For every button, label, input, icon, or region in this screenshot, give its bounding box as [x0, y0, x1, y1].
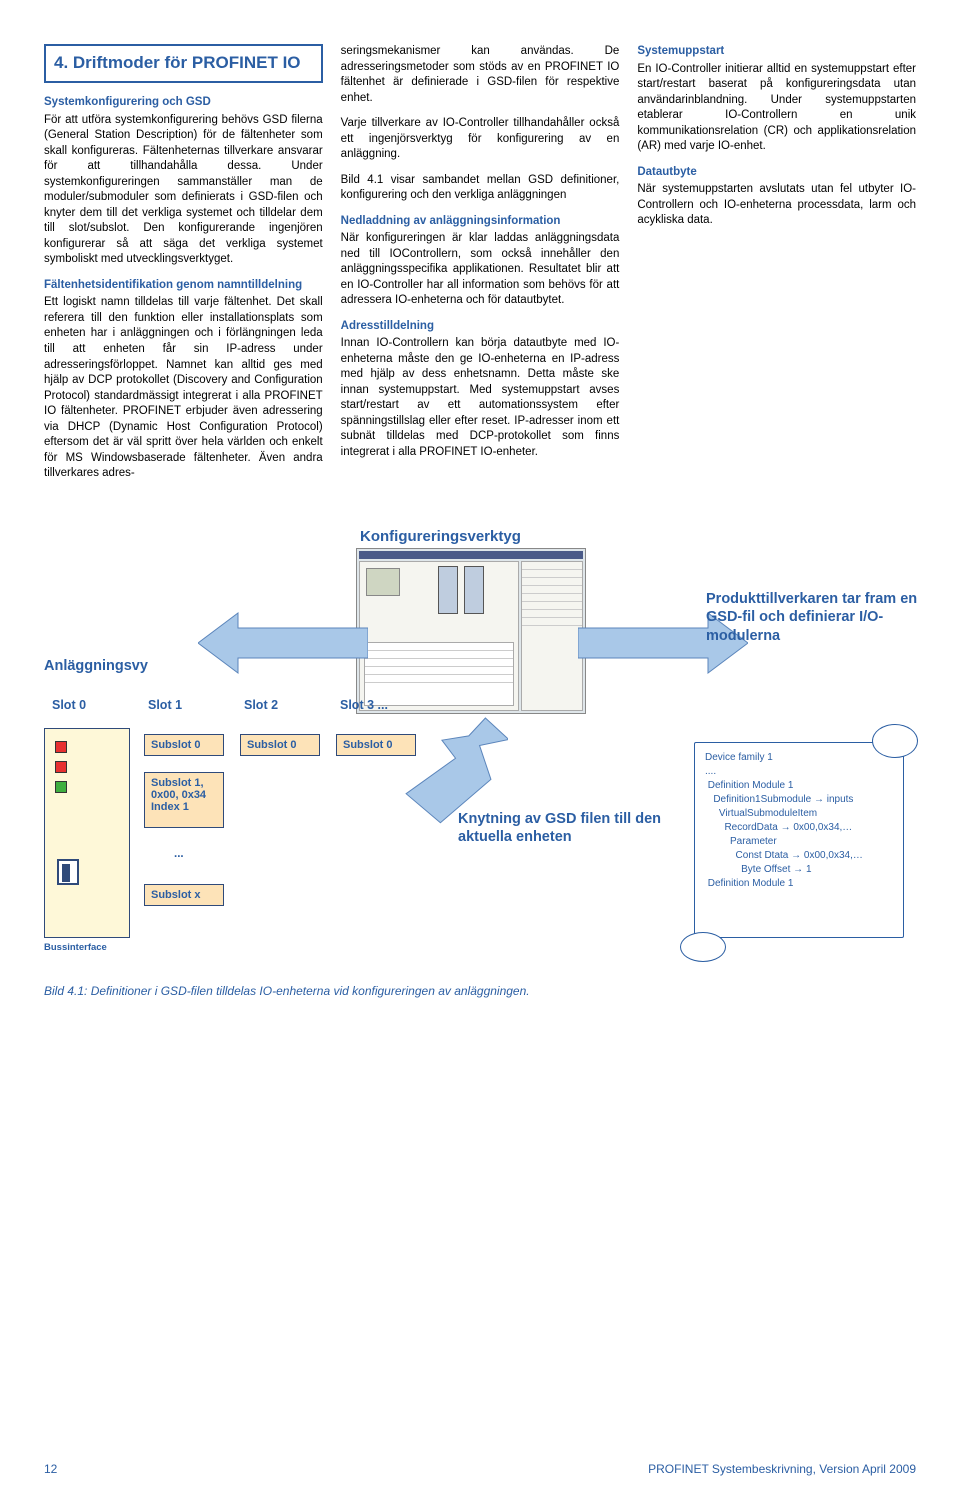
subhead-datautbyte: Datautbyte	[637, 165, 916, 181]
para: För att utföra systemkonfigurering behöv…	[44, 113, 323, 268]
gsd-line: Definition Module 1	[705, 779, 893, 793]
para: När konfigureringen är klar laddas anläg…	[341, 231, 620, 309]
para: seringsmekanismer kan användas. De adres…	[341, 44, 620, 106]
slot-label: Slot 3 ...	[340, 698, 408, 712]
knyt-text: Knytning av GSD filen till den aktuella …	[458, 810, 678, 848]
para: Varje tillverkare av IO-Controller tillh…	[341, 116, 620, 163]
arrow-down-icon	[398, 714, 508, 824]
footer-text: PROFINET Systembeskrivning, Version Apri…	[648, 1462, 916, 1476]
para: En IO-Controller initierar alltid en sys…	[637, 62, 916, 155]
gsd-line: ....	[705, 765, 893, 779]
para: När systemuppstarten avslutats utan fel …	[637, 182, 916, 229]
gsd-line: VirtualSubmoduleItem	[705, 807, 893, 821]
subslot-box: Subslot x	[144, 884, 224, 906]
subslot-line: 0x00, 0x34	[151, 789, 217, 801]
gsd-paper: Device family 1 .... Definition Module 1…	[694, 742, 904, 938]
dots: ...	[174, 848, 184, 860]
subhead-adress: Adresstilldelning	[341, 319, 620, 335]
gsd-line: RecordData → 0x00,0x34,…	[705, 821, 893, 835]
arrow-left-icon	[198, 608, 368, 678]
subslot-box: Subslot 0	[336, 734, 416, 756]
footer: 12 PROFINET Systembeskrivning, Version A…	[44, 1462, 916, 1476]
gsd-line: Definition Module 1	[705, 877, 893, 891]
anlagg-label: Anläggningsvy	[44, 658, 148, 674]
figure-caption: Bild 4.1: Definitioner i GSD-filen tilld…	[44, 984, 530, 998]
subhead-gsd: Systemkonfigurering och GSD	[44, 95, 323, 111]
slot-label: Slot 0	[52, 698, 120, 712]
subhead-systemuppstart: Systemuppstart	[637, 44, 916, 60]
subslot-line: Index 1	[151, 801, 217, 813]
slot-label: Slot 1	[148, 698, 216, 712]
gsd-line: Parameter	[705, 835, 893, 849]
prod-text: Produkttillverkaren tar fram en GSD-fil …	[706, 590, 926, 647]
subhead-nedladd: Nedladdning av anläggningsinformation	[341, 214, 620, 230]
bussinterface-label: Bussinterface	[44, 942, 107, 953]
diagram: Konfigureringsverktyg	[44, 528, 916, 1048]
subslot-line: Subslot 1,	[151, 777, 217, 789]
para: Innan IO-Controllern kan börja datautbyt…	[341, 336, 620, 460]
subslot-box: Subslot 0	[240, 734, 320, 756]
gsd-line: Device family 1	[705, 751, 893, 765]
section-title: 4. Driftmoder för PROFINET IO	[44, 44, 323, 83]
para: Ett logiskt namn tilldelas till varje fä…	[44, 295, 323, 481]
subslot-box: Subslot 1, 0x00, 0x34 Index 1	[144, 772, 224, 828]
konfig-label: Konfigureringsverktyg	[360, 528, 521, 545]
page-number: 12	[44, 1462, 57, 1476]
device-slot0	[44, 728, 130, 938]
column-3: Systemuppstart En IO-Controller initiera…	[637, 44, 916, 492]
subslot-box: Subslot 0	[144, 734, 224, 756]
slot-label: Slot 2	[244, 698, 312, 712]
gsd-line: Byte Offset → 1	[705, 863, 893, 877]
config-tool-screenshot	[356, 548, 586, 714]
slot-row: Slot 0 Slot 1 Slot 2 Slot 3 ...	[52, 698, 408, 712]
para: Bild 4.1 visar sambandet mellan GSD defi…	[341, 173, 620, 204]
gsd-line: Definition1Submodule → inputs	[705, 793, 893, 807]
gsd-scroll: Device family 1 .... Definition Module 1…	[684, 726, 914, 956]
gsd-line: Const Dtata → 0x00,0x34,…	[705, 849, 893, 863]
column-2: seringsmekanismer kan användas. De adres…	[341, 44, 620, 492]
column-1: 4. Driftmoder för PROFINET IO Systemkonf…	[44, 44, 323, 492]
subhead-ident: Fältenhetsidentifikation genom namntilld…	[44, 278, 323, 294]
